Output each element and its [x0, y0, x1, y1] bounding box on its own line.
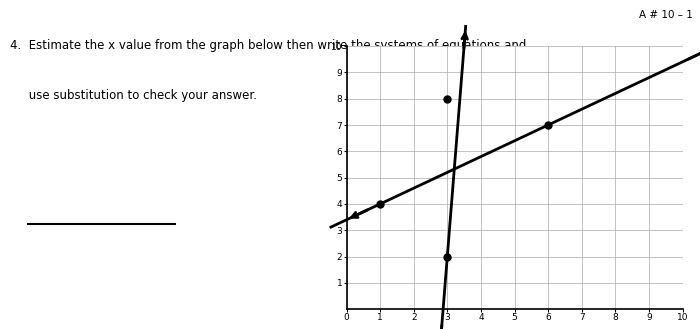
Text: 4.  Estimate the x value from the graph below then write the systems of equation: 4. Estimate the x value from the graph b… — [10, 39, 527, 53]
Text: A # 10 – 1: A # 10 – 1 — [639, 10, 693, 20]
Text: use substitution to check your answer.: use substitution to check your answer. — [10, 89, 258, 102]
